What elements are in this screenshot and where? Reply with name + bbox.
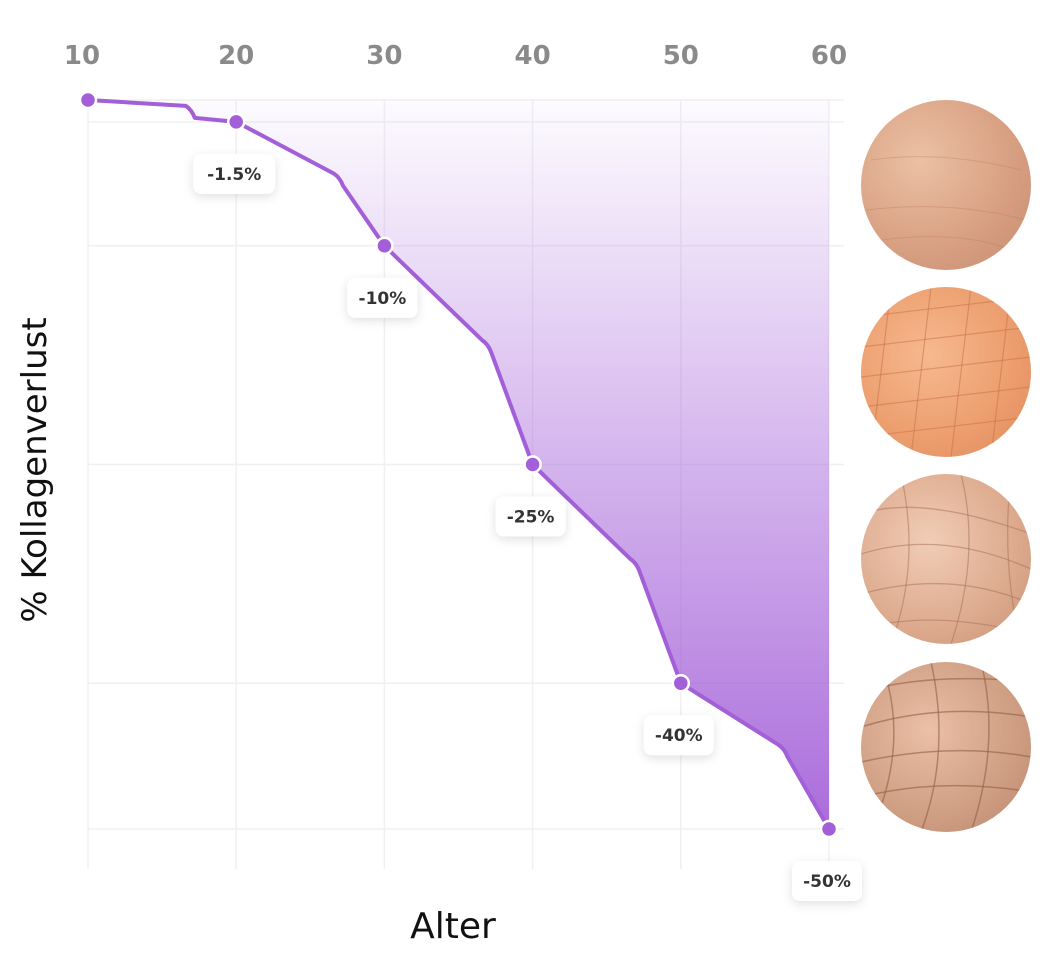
data-label-box bbox=[347, 277, 418, 318]
x-tick-labels: 10 20 30 40 50 60 bbox=[64, 41, 847, 71]
data-label: -50% bbox=[792, 861, 862, 901]
x-tick-label: 40 bbox=[515, 41, 551, 71]
data-point bbox=[226, 112, 246, 132]
data-label-box bbox=[495, 496, 566, 537]
x-axis-label: Alter bbox=[410, 906, 496, 947]
skin-texture-age-4 bbox=[861, 662, 1031, 832]
data-point bbox=[375, 236, 394, 256]
data-point bbox=[523, 455, 542, 474]
data-point bbox=[819, 819, 839, 839]
data-label-box bbox=[193, 153, 276, 194]
skin-texture-age-1 bbox=[861, 100, 1031, 270]
data-label-box bbox=[792, 861, 862, 901]
data-point bbox=[78, 90, 98, 110]
data-label: -10% bbox=[347, 277, 418, 318]
x-tick-label: 60 bbox=[811, 41, 847, 71]
data-label: -1.5% bbox=[193, 153, 276, 194]
data-label-text: -40% bbox=[655, 726, 703, 746]
x-tick-label: 50 bbox=[663, 41, 699, 71]
x-tick-label: 10 bbox=[64, 41, 100, 71]
y-axis-label: % Kollagenverlust bbox=[15, 317, 55, 622]
data-label-text: -1.5% bbox=[207, 165, 261, 185]
x-tick-label: 20 bbox=[218, 41, 254, 71]
skin-texture-age-3 bbox=[861, 474, 1031, 644]
data-label: -40% bbox=[643, 715, 714, 756]
data-label-text: -25% bbox=[507, 508, 555, 528]
data-point bbox=[671, 673, 691, 693]
data-labels: -1.5% -10% -25% -40% -50% bbox=[193, 153, 862, 901]
skin-texture-age-2 bbox=[861, 287, 1031, 457]
series-line bbox=[86, 98, 831, 831]
area-fill bbox=[88, 100, 829, 829]
data-label: -25% bbox=[495, 496, 566, 537]
data-points bbox=[78, 90, 839, 839]
data-label-text: -50% bbox=[803, 872, 851, 892]
data-label-text: -10% bbox=[359, 289, 407, 309]
x-tick-label: 30 bbox=[366, 41, 402, 71]
data-label-box bbox=[643, 715, 714, 756]
